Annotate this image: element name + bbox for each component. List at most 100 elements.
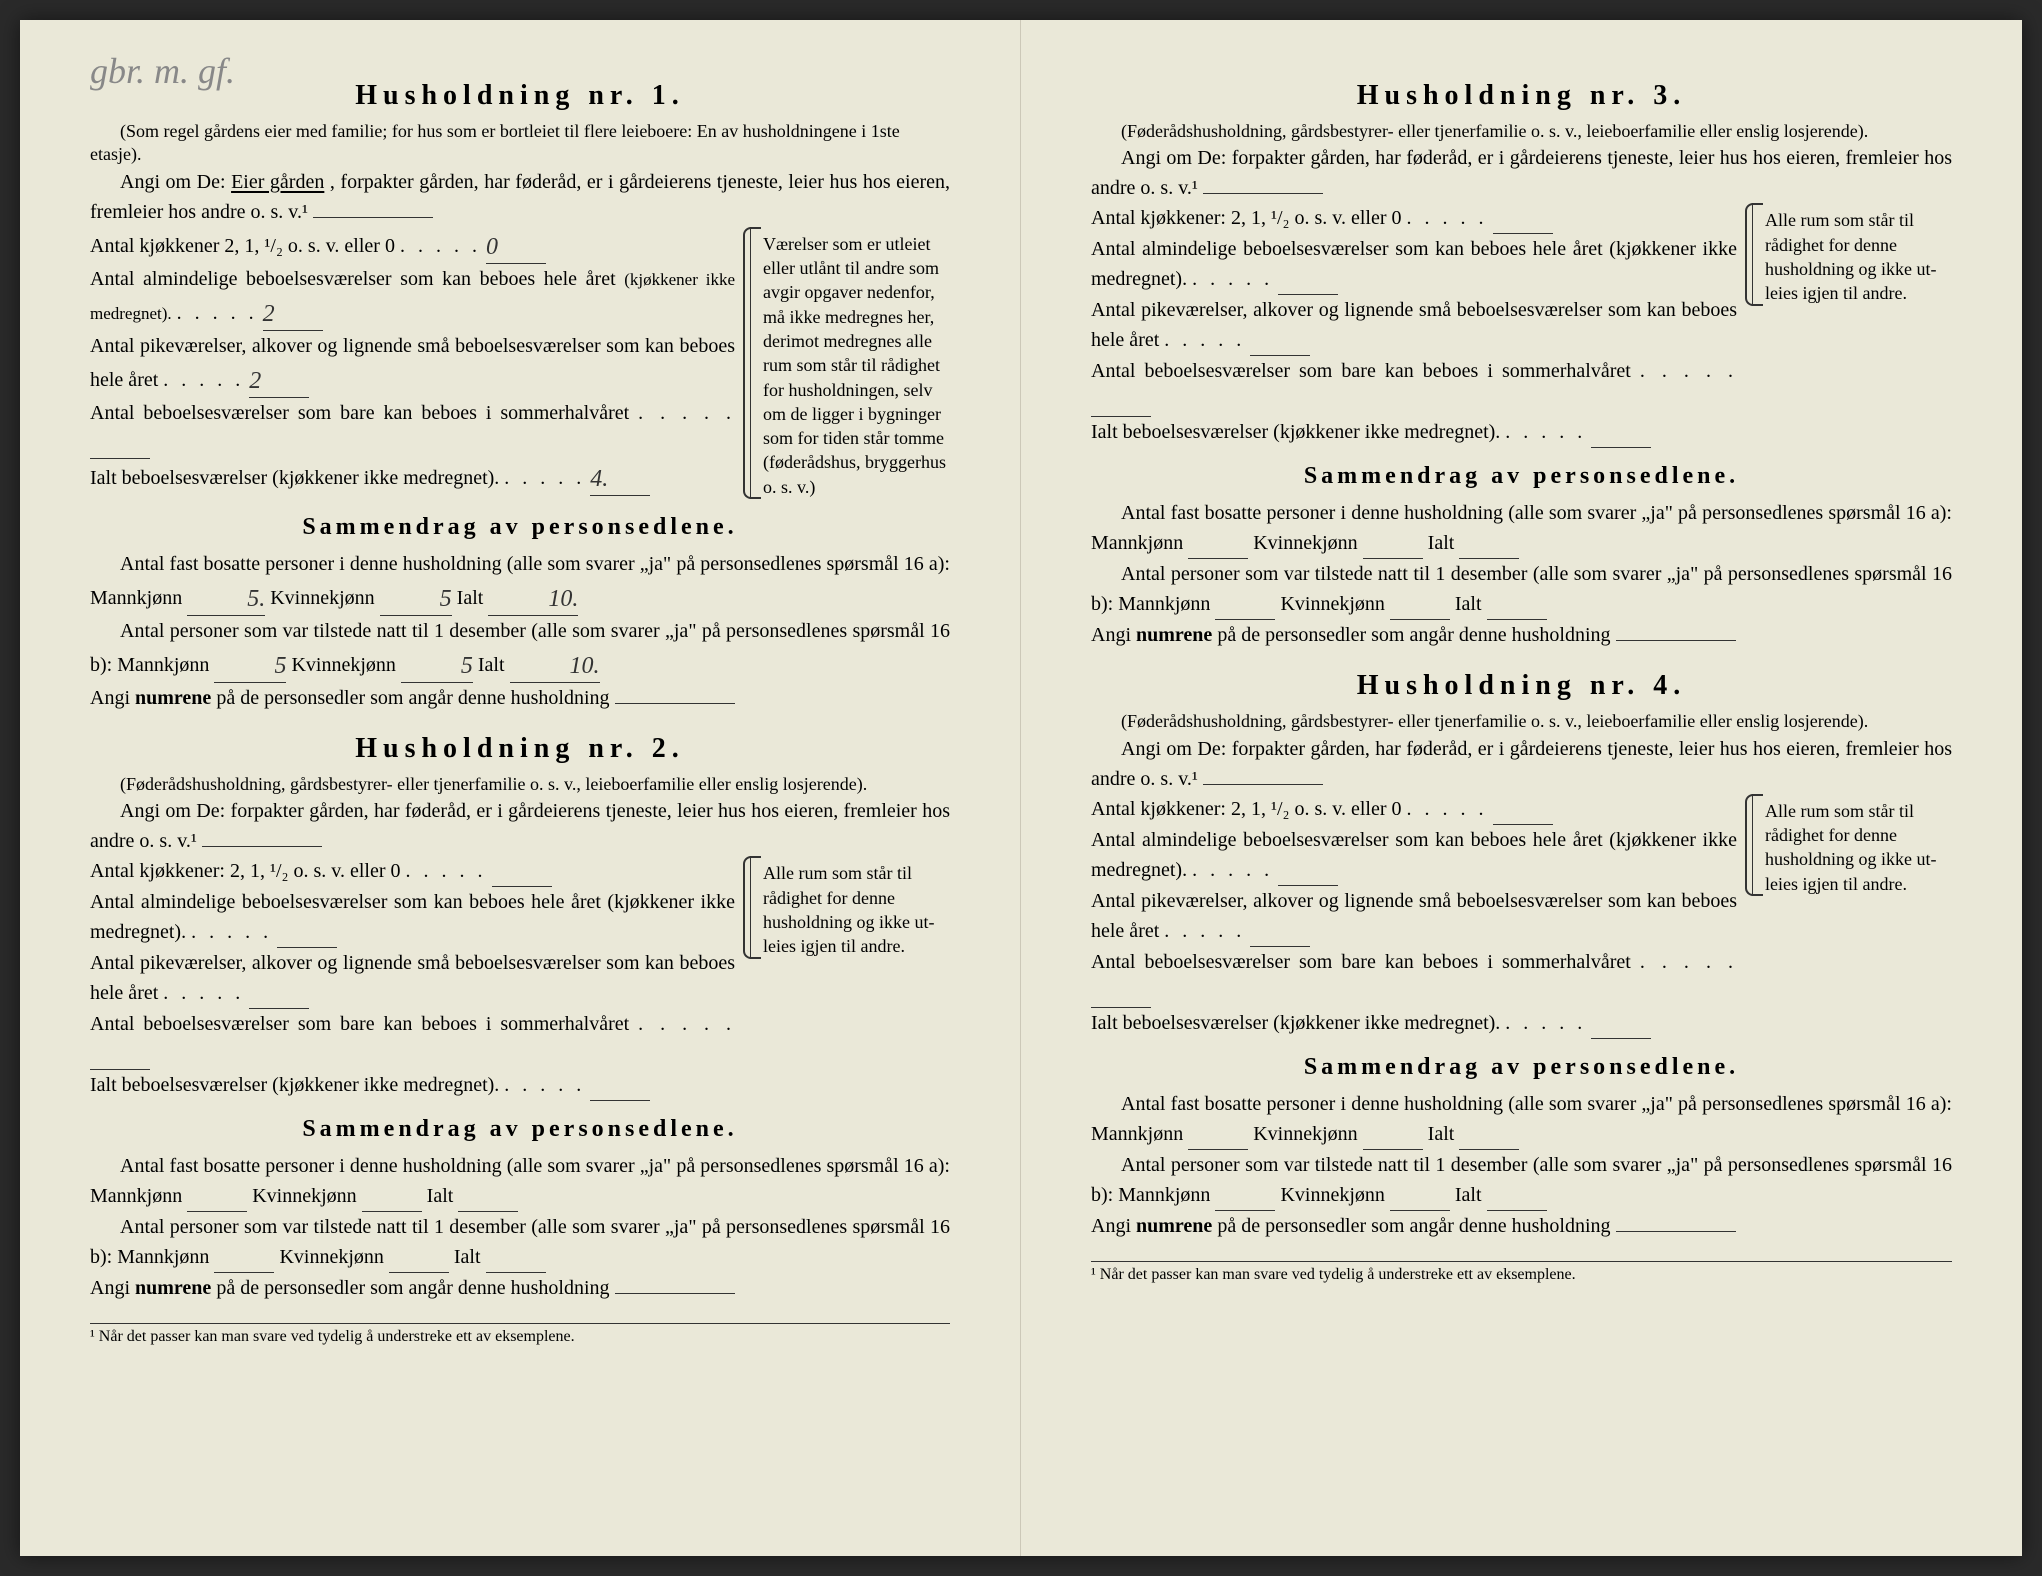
field-value: 4. xyxy=(590,459,650,496)
numbers-line: Angi numrene på de personsedler som angå… xyxy=(90,683,950,713)
field-value xyxy=(1250,916,1310,947)
angi-line: Angi om De: forpakter gården, har føderå… xyxy=(90,796,950,856)
kvinne-value: 5 xyxy=(380,579,452,616)
form-row: Antal pikeværelser, alkover og lignende … xyxy=(90,331,735,398)
household-title: Husholdning nr. 3. xyxy=(1091,80,1952,112)
summary-heading: Sammendrag av personsedlene. xyxy=(90,1116,950,1143)
ialt-value xyxy=(1487,589,1547,620)
household-section: Husholdning nr. 1. (Som regel gårdens ei… xyxy=(90,80,950,713)
summary-heading: Sammendrag av personsedlene. xyxy=(1091,463,1952,490)
mann-value xyxy=(187,1181,247,1212)
field-value xyxy=(1278,855,1338,886)
angi-blank xyxy=(202,846,322,847)
kvinne-value xyxy=(1363,528,1423,559)
summary-line-1: Antal fast bosatte personer i denne hush… xyxy=(1091,498,1952,559)
form-row: Antal pikeværelser, alkover og lignende … xyxy=(1091,886,1737,947)
field-value: 0 xyxy=(486,227,546,264)
numbers-blank xyxy=(615,1293,735,1294)
mann-value xyxy=(1215,1180,1275,1211)
household-desc: (Som regel gårdens eier med familie; for… xyxy=(90,120,950,167)
mann-value: 5 xyxy=(214,646,286,683)
household-title: Husholdning nr. 4. xyxy=(1091,670,1952,702)
form-row: Antal kjøkkener: 2, 1, ¹/₂ o. s. v. elle… xyxy=(1091,203,1737,234)
field-value xyxy=(1493,794,1553,825)
form-row: Antal beboelsesværelser som bare kan beb… xyxy=(90,1009,735,1070)
household-section: Husholdning nr. 2. (Føderådshusholdning,… xyxy=(90,733,950,1303)
household-section: Husholdning nr. 3. (Føderådshusholdning,… xyxy=(1091,80,1952,650)
angi-blank xyxy=(1203,784,1323,785)
kvinne-value xyxy=(389,1242,449,1273)
kvinne-value xyxy=(1363,1119,1423,1150)
summary-line-1: Antal fast bosatte personer i denne hush… xyxy=(90,549,950,616)
mann-value: 5. xyxy=(187,579,265,616)
angi-blank xyxy=(1203,193,1323,194)
handwritten-note: gbr. m. gf. xyxy=(90,50,235,92)
document-paper: gbr. m. gf. Husholdning nr. 1. (Som rege… xyxy=(20,20,2022,1556)
angi-line: Angi om De: Eier gården , forpakter gård… xyxy=(90,167,950,227)
field-value: 2 xyxy=(263,294,323,331)
ialt-value xyxy=(1487,1180,1547,1211)
footnote-left: ¹ Når det passer kan man svare ved tydel… xyxy=(90,1323,950,1346)
numbers-blank xyxy=(615,703,735,704)
ialt-value xyxy=(486,1242,546,1273)
field-value xyxy=(1591,1008,1651,1039)
mann-value xyxy=(1215,589,1275,620)
numbers-blank xyxy=(1616,640,1736,641)
angi-blank xyxy=(313,217,433,218)
field-value xyxy=(90,1039,150,1070)
kvinne-value: 5 xyxy=(401,646,473,683)
summary-line-1: Antal fast bosatte personer i denne hush… xyxy=(1091,1089,1952,1150)
field-value xyxy=(1493,203,1553,234)
ialt-value xyxy=(1459,1119,1519,1150)
numbers-line: Angi numrene på de personsedler som angå… xyxy=(1091,1211,1952,1241)
field-value xyxy=(90,428,150,459)
form-row: Ialt beboelsesværelser (kjøkkener ikke m… xyxy=(90,459,735,496)
kvinne-value xyxy=(1390,589,1450,620)
field-value xyxy=(1250,325,1310,356)
field-value xyxy=(249,978,309,1009)
form-row: Antal almindelige beboelsesværelser som … xyxy=(1091,825,1737,886)
household-desc: (Føderådshusholdning, gårdsbestyrer- ell… xyxy=(1091,710,1952,733)
field-value xyxy=(1591,417,1651,448)
form-row: Antal kjøkkener: 2, 1, ¹/₂ o. s. v. elle… xyxy=(1091,794,1737,825)
form-row: Ialt beboelsesværelser (kjøkkener ikke m… xyxy=(1091,417,1737,448)
mann-value xyxy=(214,1242,274,1273)
mann-value xyxy=(1188,1119,1248,1150)
field-value xyxy=(1091,977,1151,1008)
form-row: Antal beboelsesværelser som bare kan beb… xyxy=(1091,356,1737,417)
sidebar-note: Alle rum som står til rådighet for denne… xyxy=(1752,794,1952,896)
field-value xyxy=(590,1070,650,1101)
ialt-value: 10. xyxy=(488,579,578,616)
ialt-value xyxy=(1459,528,1519,559)
left-page: gbr. m. gf. Husholdning nr. 1. (Som rege… xyxy=(20,20,1021,1556)
form-row: Ialt beboelsesværelser (kjøkkener ikke m… xyxy=(1091,1008,1737,1039)
field-value xyxy=(1278,264,1338,295)
kvinne-value xyxy=(362,1181,422,1212)
summary-line-2: Antal personer som var tilstede natt til… xyxy=(1091,559,1952,620)
form-row: Antal almindelige beboelsesværelser som … xyxy=(90,887,735,948)
household-title: Husholdning nr. 2. xyxy=(90,733,950,765)
kvinne-value xyxy=(1390,1180,1450,1211)
field-value xyxy=(1091,386,1151,417)
form-row: Antal pikeværelser, alkover og lignende … xyxy=(1091,295,1737,356)
summary-line-2: Antal personer som var tilstede natt til… xyxy=(90,616,950,683)
angi-line: Angi om De: forpakter gården, har føderå… xyxy=(1091,143,1952,203)
numbers-line: Angi numrene på de personsedler som angå… xyxy=(90,1273,950,1303)
household-desc: (Føderådshusholdning, gårdsbestyrer- ell… xyxy=(90,773,950,796)
form-row: Antal kjøkkener 2, 1, ¹/₂ o. s. v. eller… xyxy=(90,227,735,264)
form-row: Antal almindelige beboelsesværelser som … xyxy=(1091,234,1737,295)
right-page: Husholdning nr. 3. (Føderådshusholdning,… xyxy=(1021,20,2022,1556)
summary-line-1: Antal fast bosatte personer i denne hush… xyxy=(90,1151,950,1212)
summary-line-2: Antal personer som var tilstede natt til… xyxy=(90,1212,950,1273)
household-section: Husholdning nr. 4. (Føderådshusholdning,… xyxy=(1091,670,1952,1240)
mann-value xyxy=(1188,528,1248,559)
form-row: Ialt beboelsesværelser (kjøkkener ikke m… xyxy=(90,1070,735,1101)
form-row: Antal almindelige beboelsesværelser som … xyxy=(90,264,735,331)
field-value: 2 xyxy=(249,361,309,398)
sidebar-note: Alle rum som står til rådighet for denne… xyxy=(750,856,950,958)
ialt-value xyxy=(458,1181,518,1212)
sidebar-note: Værelser som er utleiet eller utlånt til… xyxy=(750,227,950,499)
sidebar-note: Alle rum som står til rådighet for denne… xyxy=(1752,203,1952,305)
summary-heading: Sammendrag av personsedlene. xyxy=(90,514,950,541)
angi-line: Angi om De: forpakter gården, har føderå… xyxy=(1091,734,1952,794)
